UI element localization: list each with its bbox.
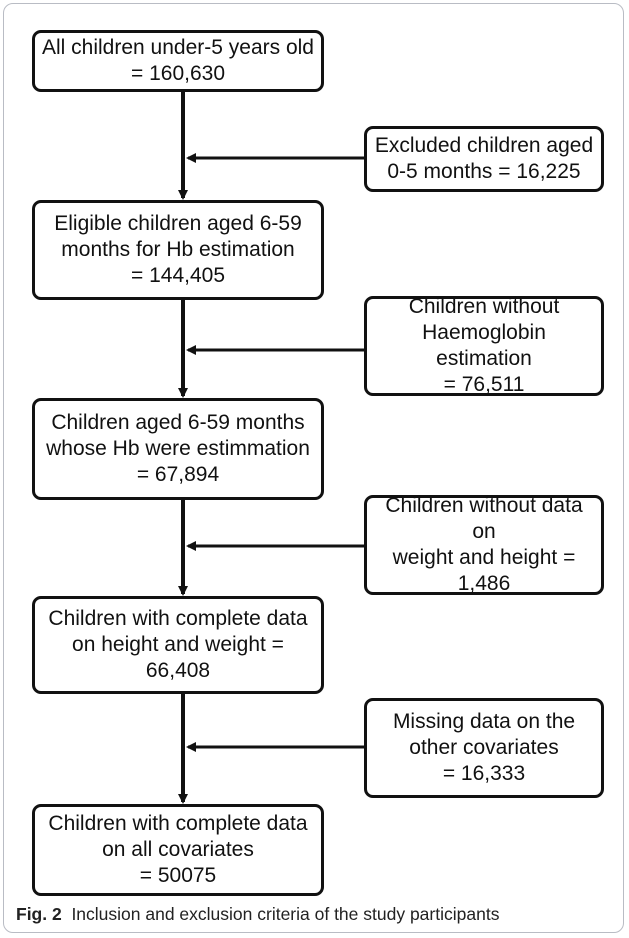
exclusion-box-1: Excluded children aged 0-5 months = 16,2… <box>364 126 604 192</box>
exclusion-box-3: Children without data on weight and heig… <box>364 494 604 595</box>
exclusion-box-3-text: Children without data on weight and heig… <box>385 494 583 595</box>
exclusion-box-1-text: Excluded children aged 0-5 months = 16,2… <box>374 134 594 183</box>
exclusion-box-2-text: Children without Haemoglobin estimation … <box>408 295 560 396</box>
exclusion-box-2: Children without Haemoglobin estimation … <box>364 295 604 396</box>
main-box-4-text: Children with complete data on height an… <box>48 607 308 682</box>
main-box-5-text: Children with complete data on all covar… <box>48 812 308 887</box>
main-box-2-text: Eligible children aged 6-59 months for H… <box>54 212 302 287</box>
main-box-1-text: All children under-5 years old = 160,630 <box>42 36 314 85</box>
main-box-2: Eligible children aged 6-59 months for H… <box>32 200 324 300</box>
figure-caption-label: Fig. 2 <box>16 904 62 924</box>
figure-caption: Fig. 2 Inclusion and exclusion criteria … <box>16 904 499 925</box>
exclusion-box-4: Missing data on the other covariates = 1… <box>364 698 604 798</box>
main-box-3: Children aged 6-59 months whose Hb were … <box>32 398 324 500</box>
main-box-5: Children with complete data on all covar… <box>32 804 324 896</box>
main-box-4: Children with complete data on height an… <box>32 596 324 694</box>
exclusion-box-4-text: Missing data on the other covariates = 1… <box>392 710 576 785</box>
main-box-3-text: Children aged 6-59 months whose Hb were … <box>46 411 310 486</box>
figure-caption-text: Inclusion and exclusion criteria of the … <box>71 904 500 924</box>
main-box-1: All children under-5 years old = 160,630 <box>32 30 324 92</box>
